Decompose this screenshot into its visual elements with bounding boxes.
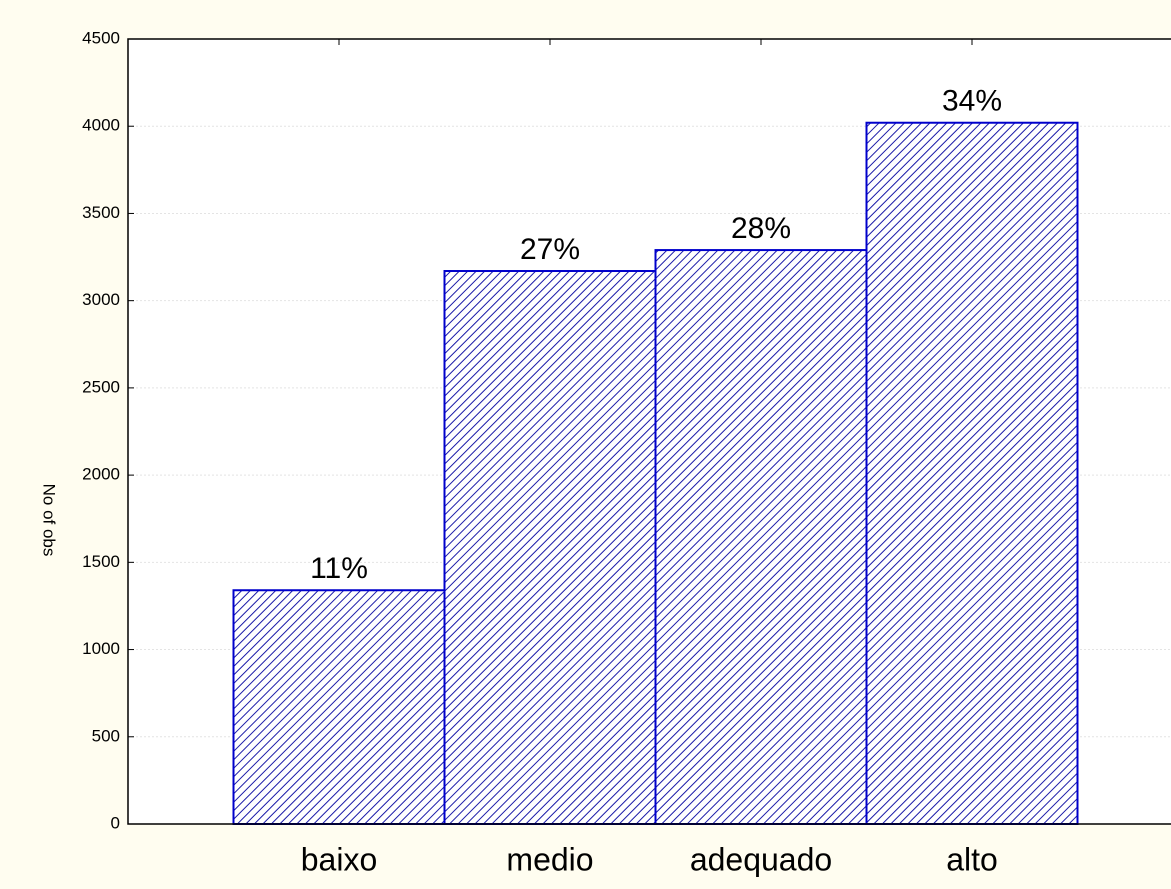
bar	[443, 270, 657, 825]
value-label: 11%	[310, 552, 368, 585]
y-tick-label: 0	[111, 813, 120, 832]
y-tick-label: 1500	[82, 552, 120, 571]
x-tick-label: adequado	[690, 841, 832, 877]
x-tick-label: alto	[946, 841, 998, 877]
y-tick-label: 4500	[82, 28, 120, 47]
x-tick-label: medio	[506, 841, 593, 877]
value-label: 34%	[942, 85, 1002, 118]
bar	[654, 249, 868, 826]
plot-frame	[127, 38, 1171, 825]
y-tick-label: 2500	[82, 377, 120, 396]
bar	[232, 589, 446, 825]
value-label: 27%	[520, 233, 580, 266]
y-tick-label: 3500	[82, 203, 120, 222]
y-tick-label: 500	[92, 726, 120, 745]
y-tick-label: 4000	[82, 116, 120, 135]
value-label: 28%	[731, 212, 791, 245]
y-axis-label: No of obs	[40, 484, 59, 557]
y-tick-label: 3000	[82, 290, 120, 309]
x-tick-label: baixo	[301, 841, 378, 877]
y-tick-label: 1000	[82, 639, 120, 658]
y-tick-label: 2000	[82, 465, 120, 484]
bar	[865, 121, 1079, 825]
